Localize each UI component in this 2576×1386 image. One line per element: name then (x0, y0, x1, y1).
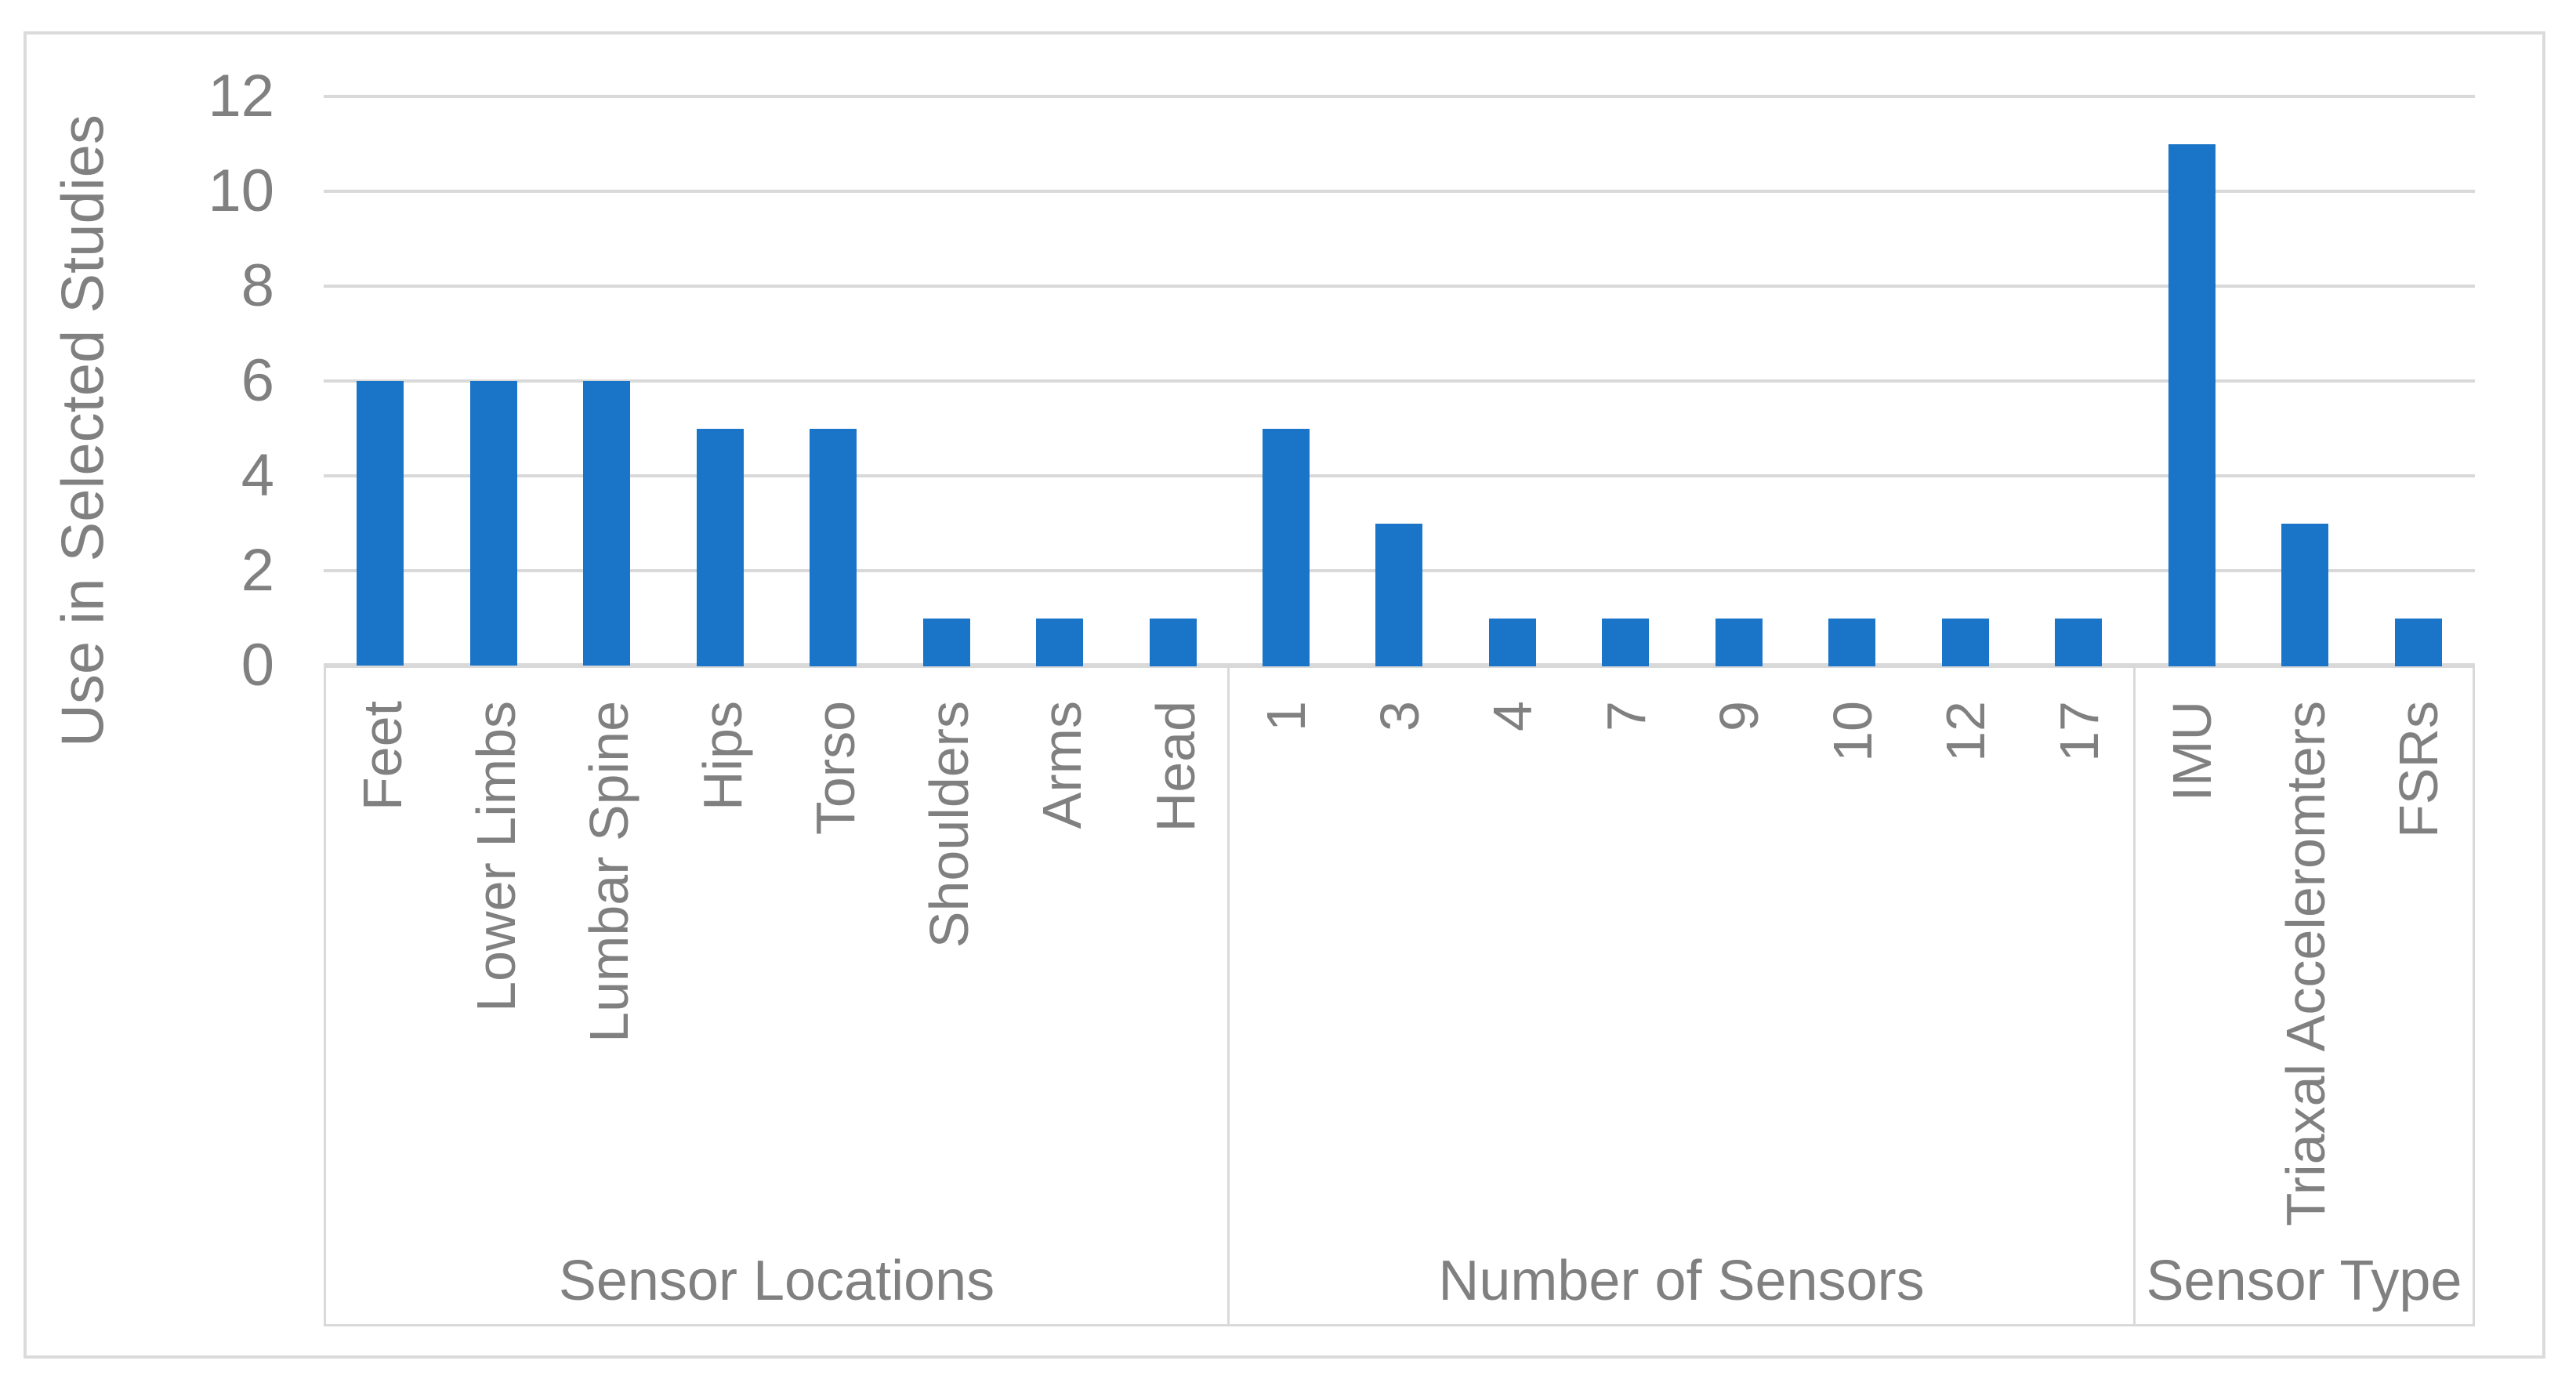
chart-outer-border (24, 31, 2545, 1359)
category-label-lower-limbs: Lower Limbs (466, 701, 527, 1012)
gridline-6 (324, 379, 2475, 383)
y-tick-label-10: 10 (208, 158, 274, 224)
category-label-triaxal-acceleromters: Triaxal Acceleromters (2275, 701, 2336, 1227)
category-label-arms: Arms (1031, 701, 1092, 829)
bar-lumbar-spine (583, 381, 630, 666)
category-label-imu: IMU (2161, 701, 2223, 802)
category-label-9: 9 (1708, 701, 1770, 731)
bar-arms (1036, 619, 1083, 666)
gridline-12 (324, 95, 2475, 98)
bar-1 (1263, 429, 1310, 666)
category-label-shoulders: Shoulders (918, 701, 980, 949)
y-tick-label-6: 6 (241, 347, 274, 414)
category-label-hips: Hips (692, 701, 753, 811)
bar-torso (810, 429, 857, 666)
bar-17 (2055, 619, 2102, 666)
bar-7 (1602, 619, 1649, 666)
group-label-number-of-sensors: Number of Sensors (1438, 1250, 1925, 1312)
category-label-lumbar-spine: Lumbar Spine (578, 701, 639, 1043)
category-label-3: 3 (1369, 701, 1430, 731)
bar-9 (1716, 619, 1763, 666)
bar-fsrs (2395, 619, 2442, 666)
y-tick-label-0: 0 (241, 632, 274, 698)
category-label-feet: Feet (352, 701, 413, 811)
category-label-12: 12 (1935, 701, 1996, 762)
gridline-8 (324, 285, 2475, 288)
y-axis-title: Use in Selected Studies (49, 114, 117, 748)
bar-head (1150, 619, 1197, 666)
category-group-sensor-locations: Feet Lower Limbs Lumbar Spine Hips Torso Shou… (324, 666, 1230, 1326)
category-label-17: 17 (2049, 701, 2110, 762)
bar-4 (1489, 619, 1536, 666)
category-group-sensor-type: IMU Triaxal Acceleromters FSRs Sensor Type (2136, 666, 2475, 1326)
bar-lower-limbs (470, 381, 517, 666)
group-label-sensor-type: Sensor Type (2146, 1250, 2462, 1312)
category-label-10: 10 (1822, 701, 1883, 762)
gridline-4 (324, 474, 2475, 477)
y-tick-label-4: 4 (241, 442, 274, 509)
y-tick-label-12: 12 (208, 63, 274, 129)
y-tick-label-8: 8 (241, 252, 274, 319)
bar-12 (1942, 619, 1989, 666)
bar-shoulders (923, 619, 970, 666)
group-label-sensor-locations: Sensor Locations (558, 1250, 995, 1312)
category-label-4: 4 (1482, 701, 1543, 731)
bar-3 (1375, 524, 1422, 666)
category-label-fsrs: FSRs (2388, 701, 2449, 838)
gridline-10 (324, 190, 2475, 193)
category-label-head: Head (1145, 701, 1206, 833)
bar-10 (1828, 619, 1875, 666)
bar-imu (2168, 144, 2216, 666)
bar-hips (697, 429, 744, 666)
bar-feet (357, 381, 404, 666)
bar-triaxal-acceleromters (2281, 524, 2328, 666)
category-label-torso: Torso (805, 701, 866, 836)
category-label-7: 7 (1596, 701, 1657, 731)
y-tick-label-2: 2 (241, 537, 274, 604)
category-group-number-of-sensors: 1 3 4 7 9 10 12 17 Number of Sensors (1230, 666, 2136, 1326)
category-label-1: 1 (1255, 701, 1317, 731)
